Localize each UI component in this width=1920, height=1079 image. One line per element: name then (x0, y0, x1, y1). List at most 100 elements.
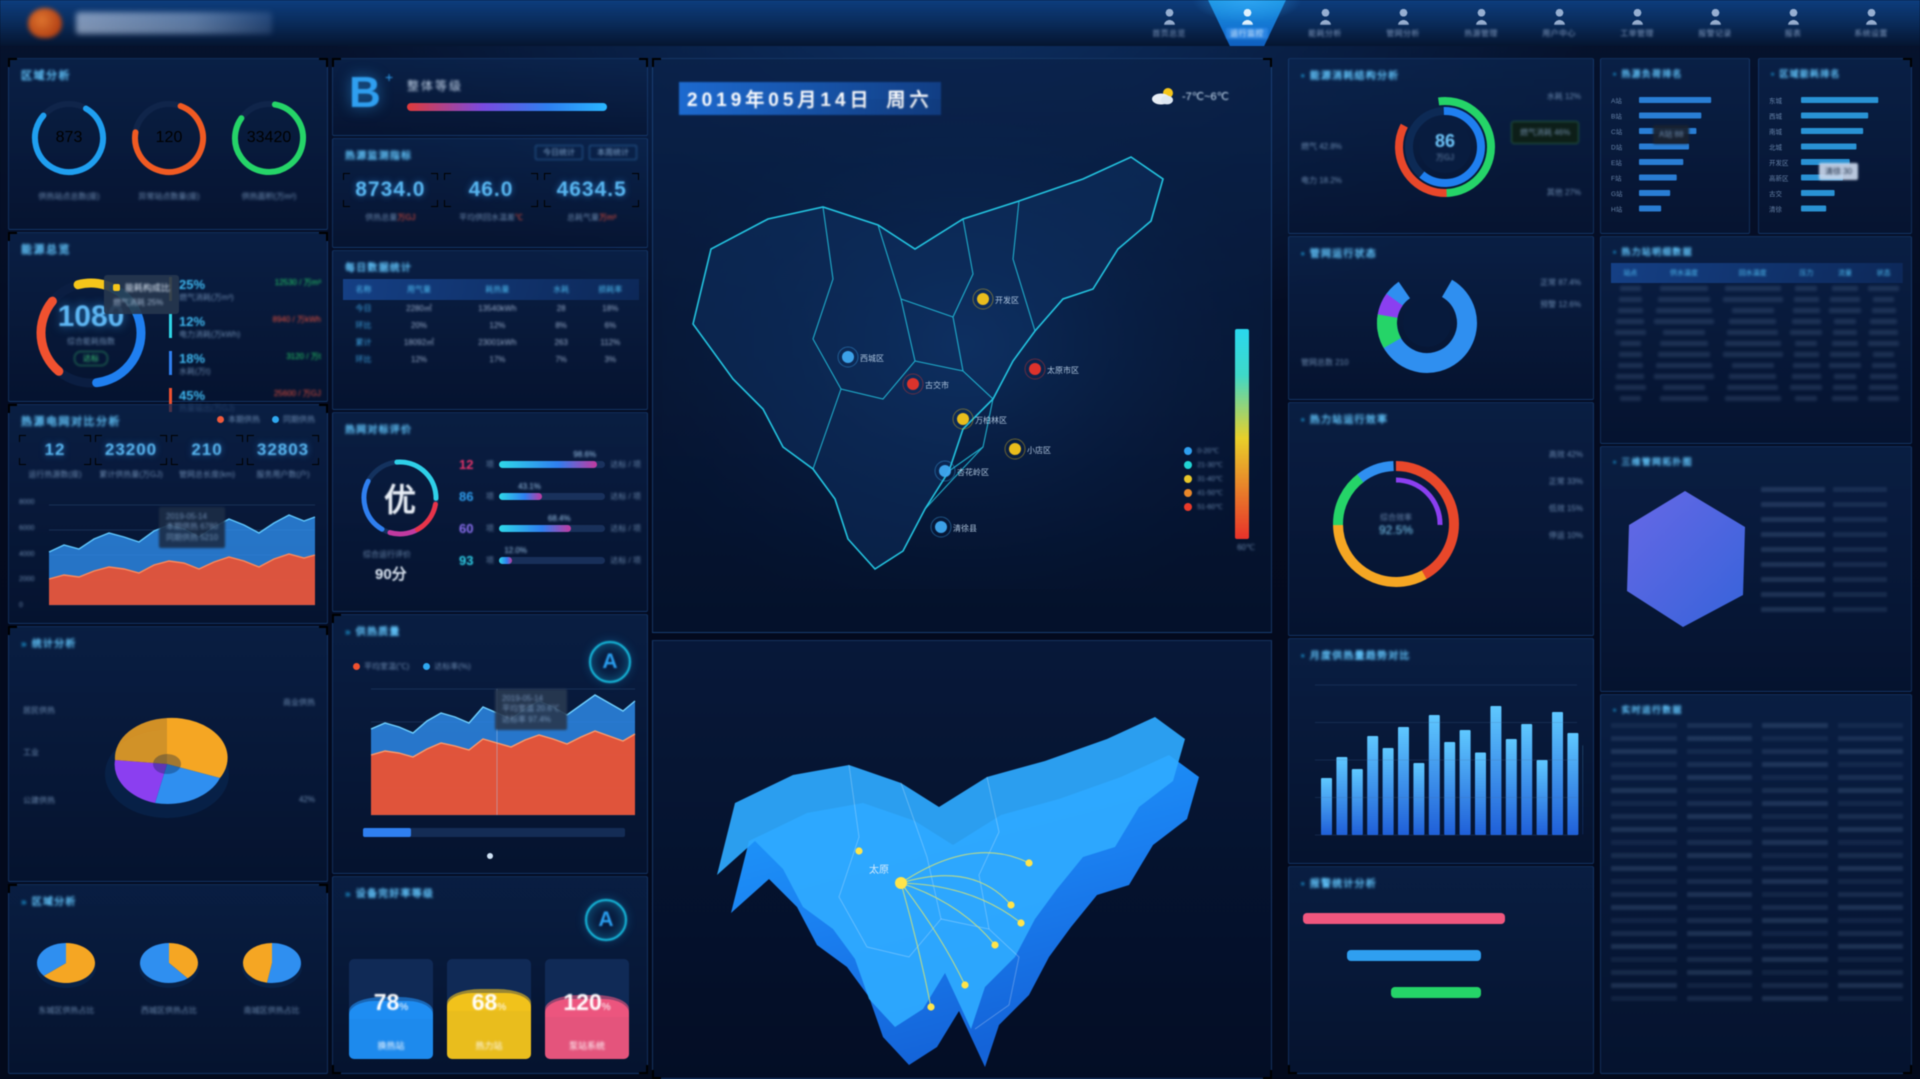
corner-accent (319, 626, 328, 635)
device-card-0[interactable]: 78% 换热站 (349, 959, 433, 1059)
chart-scrollbar[interactable] (363, 828, 625, 837)
realtime-cell (1611, 827, 1677, 832)
nav-item-9[interactable]: 系统设置 (1832, 0, 1910, 46)
y-tick-0: 8000 (19, 499, 35, 506)
panel-map-overview: 2019年05月14日周六 -7℃~6℃ (652, 58, 1272, 633)
cell-placeholder (1869, 385, 1899, 390)
nav-item-2[interactable]: 能耗分析 (1286, 0, 1364, 46)
network-status-right-2: 预警 12.6% (1540, 300, 1581, 309)
pie-label-left-2: 工业 (23, 748, 39, 757)
realtime-cell (1762, 736, 1828, 741)
stat-1: 23200 累计供热量(万GJ) (95, 435, 167, 480)
legend-item-1: 达标率(%) (423, 661, 471, 672)
corner-accent (1903, 1065, 1912, 1074)
table-cell (1718, 349, 1787, 360)
map-legend-item-2: 31-40℃ (1184, 475, 1223, 483)
table-cell (1864, 360, 1903, 371)
heat-stat-row: 8734.0 供热总量万GJ 46.0 平均供回水温差℃ 4634.5 总耗气量万m³ (343, 173, 640, 223)
energy-item-label: 燃气消耗(万m³) (179, 293, 234, 302)
gauge-caption: 供热面积(万m²) (241, 192, 297, 201)
svg-text:A站: A站 (1611, 96, 1622, 105)
corner-accent (652, 1070, 661, 1079)
nav-item-5[interactable]: 用户中心 (1520, 0, 1598, 46)
structure-label-right-1: 水耗 12% (1546, 92, 1581, 101)
nav-item-1[interactable]: 运行监控 (1182, 0, 1312, 46)
stat-value: 12 (44, 440, 66, 459)
energy-item-label: 电力消耗(万kWh) (179, 330, 241, 339)
period-chip-0[interactable]: 今日统计 (535, 145, 583, 160)
region-pie-label: 西城区供热占比 (140, 1006, 197, 1015)
svg-text:开发区: 开发区 (995, 295, 1019, 305)
table-cell (1826, 305, 1865, 316)
nav-item-6[interactable]: 工单管理 (1598, 0, 1676, 46)
panel-station-detail: ▪ 热力站明细数据 站点 供水温度 回水温度 压力 流量 状态 (1600, 236, 1912, 444)
energy-item-right: 3120 / 万t (286, 352, 321, 361)
alarm-bar-2 (1303, 987, 1583, 998)
energy-index-caption: 综合能耗指数 (67, 337, 115, 346)
ranking-tooltip: A站 88 (1653, 125, 1690, 144)
carousel-dot[interactable] (487, 853, 493, 859)
efficiency-caption: 综合效率 (1380, 512, 1412, 522)
topology-info-row (1761, 607, 1901, 612)
bracket-corner (236, 435, 243, 442)
table-header-cell-5: 状态 (1876, 270, 1891, 277)
panel-title: ▪ 热力站运行效率 (1301, 415, 1389, 426)
panel-title: » 设备完好率等级 (345, 889, 435, 900)
cell-placeholder (1832, 385, 1858, 390)
device-card-2[interactable]: 120% 泵站系统 (545, 959, 629, 1059)
report-icon (1785, 7, 1801, 25)
monitor-icon (1239, 7, 1255, 25)
realtime-cell (1686, 879, 1752, 884)
cell-placeholder (1869, 330, 1899, 335)
grade-letter: B (349, 68, 381, 117)
stat-value: 4634.5 (556, 178, 627, 201)
panel-title: ▪ 三维管网拓扑图 (1613, 457, 1693, 467)
cell-placeholder (1794, 352, 1819, 357)
corner-accent (652, 58, 661, 67)
region-3d-map[interactable]: 太原 (673, 655, 1253, 1075)
nav-item-7[interactable]: 报警记录 (1676, 0, 1754, 46)
table-cell (1864, 305, 1903, 316)
period-chips: 今日统计 本周统计 (535, 145, 637, 160)
realtime-cell (1837, 775, 1903, 780)
corner-accent (1263, 1070, 1272, 1079)
table-cell (1611, 327, 1650, 338)
realtime-cell (1686, 957, 1752, 962)
svg-text:古交: 古交 (1769, 189, 1783, 198)
realtime-cell (1686, 983, 1752, 988)
cell-placeholder (1831, 341, 1859, 346)
rating-bar-track: 98.6% (499, 450, 606, 468)
realtime-cell (1762, 775, 1828, 780)
nav-item-4[interactable]: 热源管理 (1442, 0, 1520, 46)
svg-text:北城: 北城 (1769, 144, 1783, 152)
svg-text:清徐: 清徐 (1769, 205, 1783, 214)
rating-bar-track: 43.1% (499, 482, 606, 500)
bracket-corner (632, 173, 640, 180)
nav-item-8[interactable]: 报表 (1754, 0, 1832, 46)
device-card-1[interactable]: 68% 热力站 (447, 959, 531, 1059)
realtime-cell (1611, 931, 1677, 936)
bracket-corner (19, 435, 26, 442)
table-row (1611, 316, 1903, 327)
realtime-cell (1837, 801, 1903, 806)
tooltip-line: 燃气消耗 25% (113, 298, 164, 307)
nav-item-3[interactable]: 管网分析 (1364, 0, 1442, 46)
y-tick-1: 6000 (19, 524, 35, 532)
period-chip-1[interactable]: 本周统计 (589, 145, 637, 160)
cell-placeholder (1724, 341, 1781, 346)
cell-placeholder (1722, 297, 1783, 302)
table-cell (1611, 382, 1650, 393)
nav-item-0[interactable]: 首页总览 (1130, 0, 1208, 46)
scrollbar-thumb[interactable] (363, 828, 411, 837)
pie-label-right-2: 42% (298, 795, 315, 804)
bracket-corner (544, 200, 552, 207)
panel-energy-overview: 能源总览 1080 综合能耗指数 达标 能耗构成比 燃气消耗 25% (8, 232, 328, 413)
alarm-icon (1707, 7, 1723, 25)
map-marker-2: 古交市 (902, 373, 949, 395)
table-row (1611, 349, 1903, 360)
table-cell (1650, 316, 1719, 327)
table-header-cell-4: 流量 (1838, 270, 1852, 277)
info-value (1833, 577, 1887, 582)
corner-accent (319, 58, 328, 67)
